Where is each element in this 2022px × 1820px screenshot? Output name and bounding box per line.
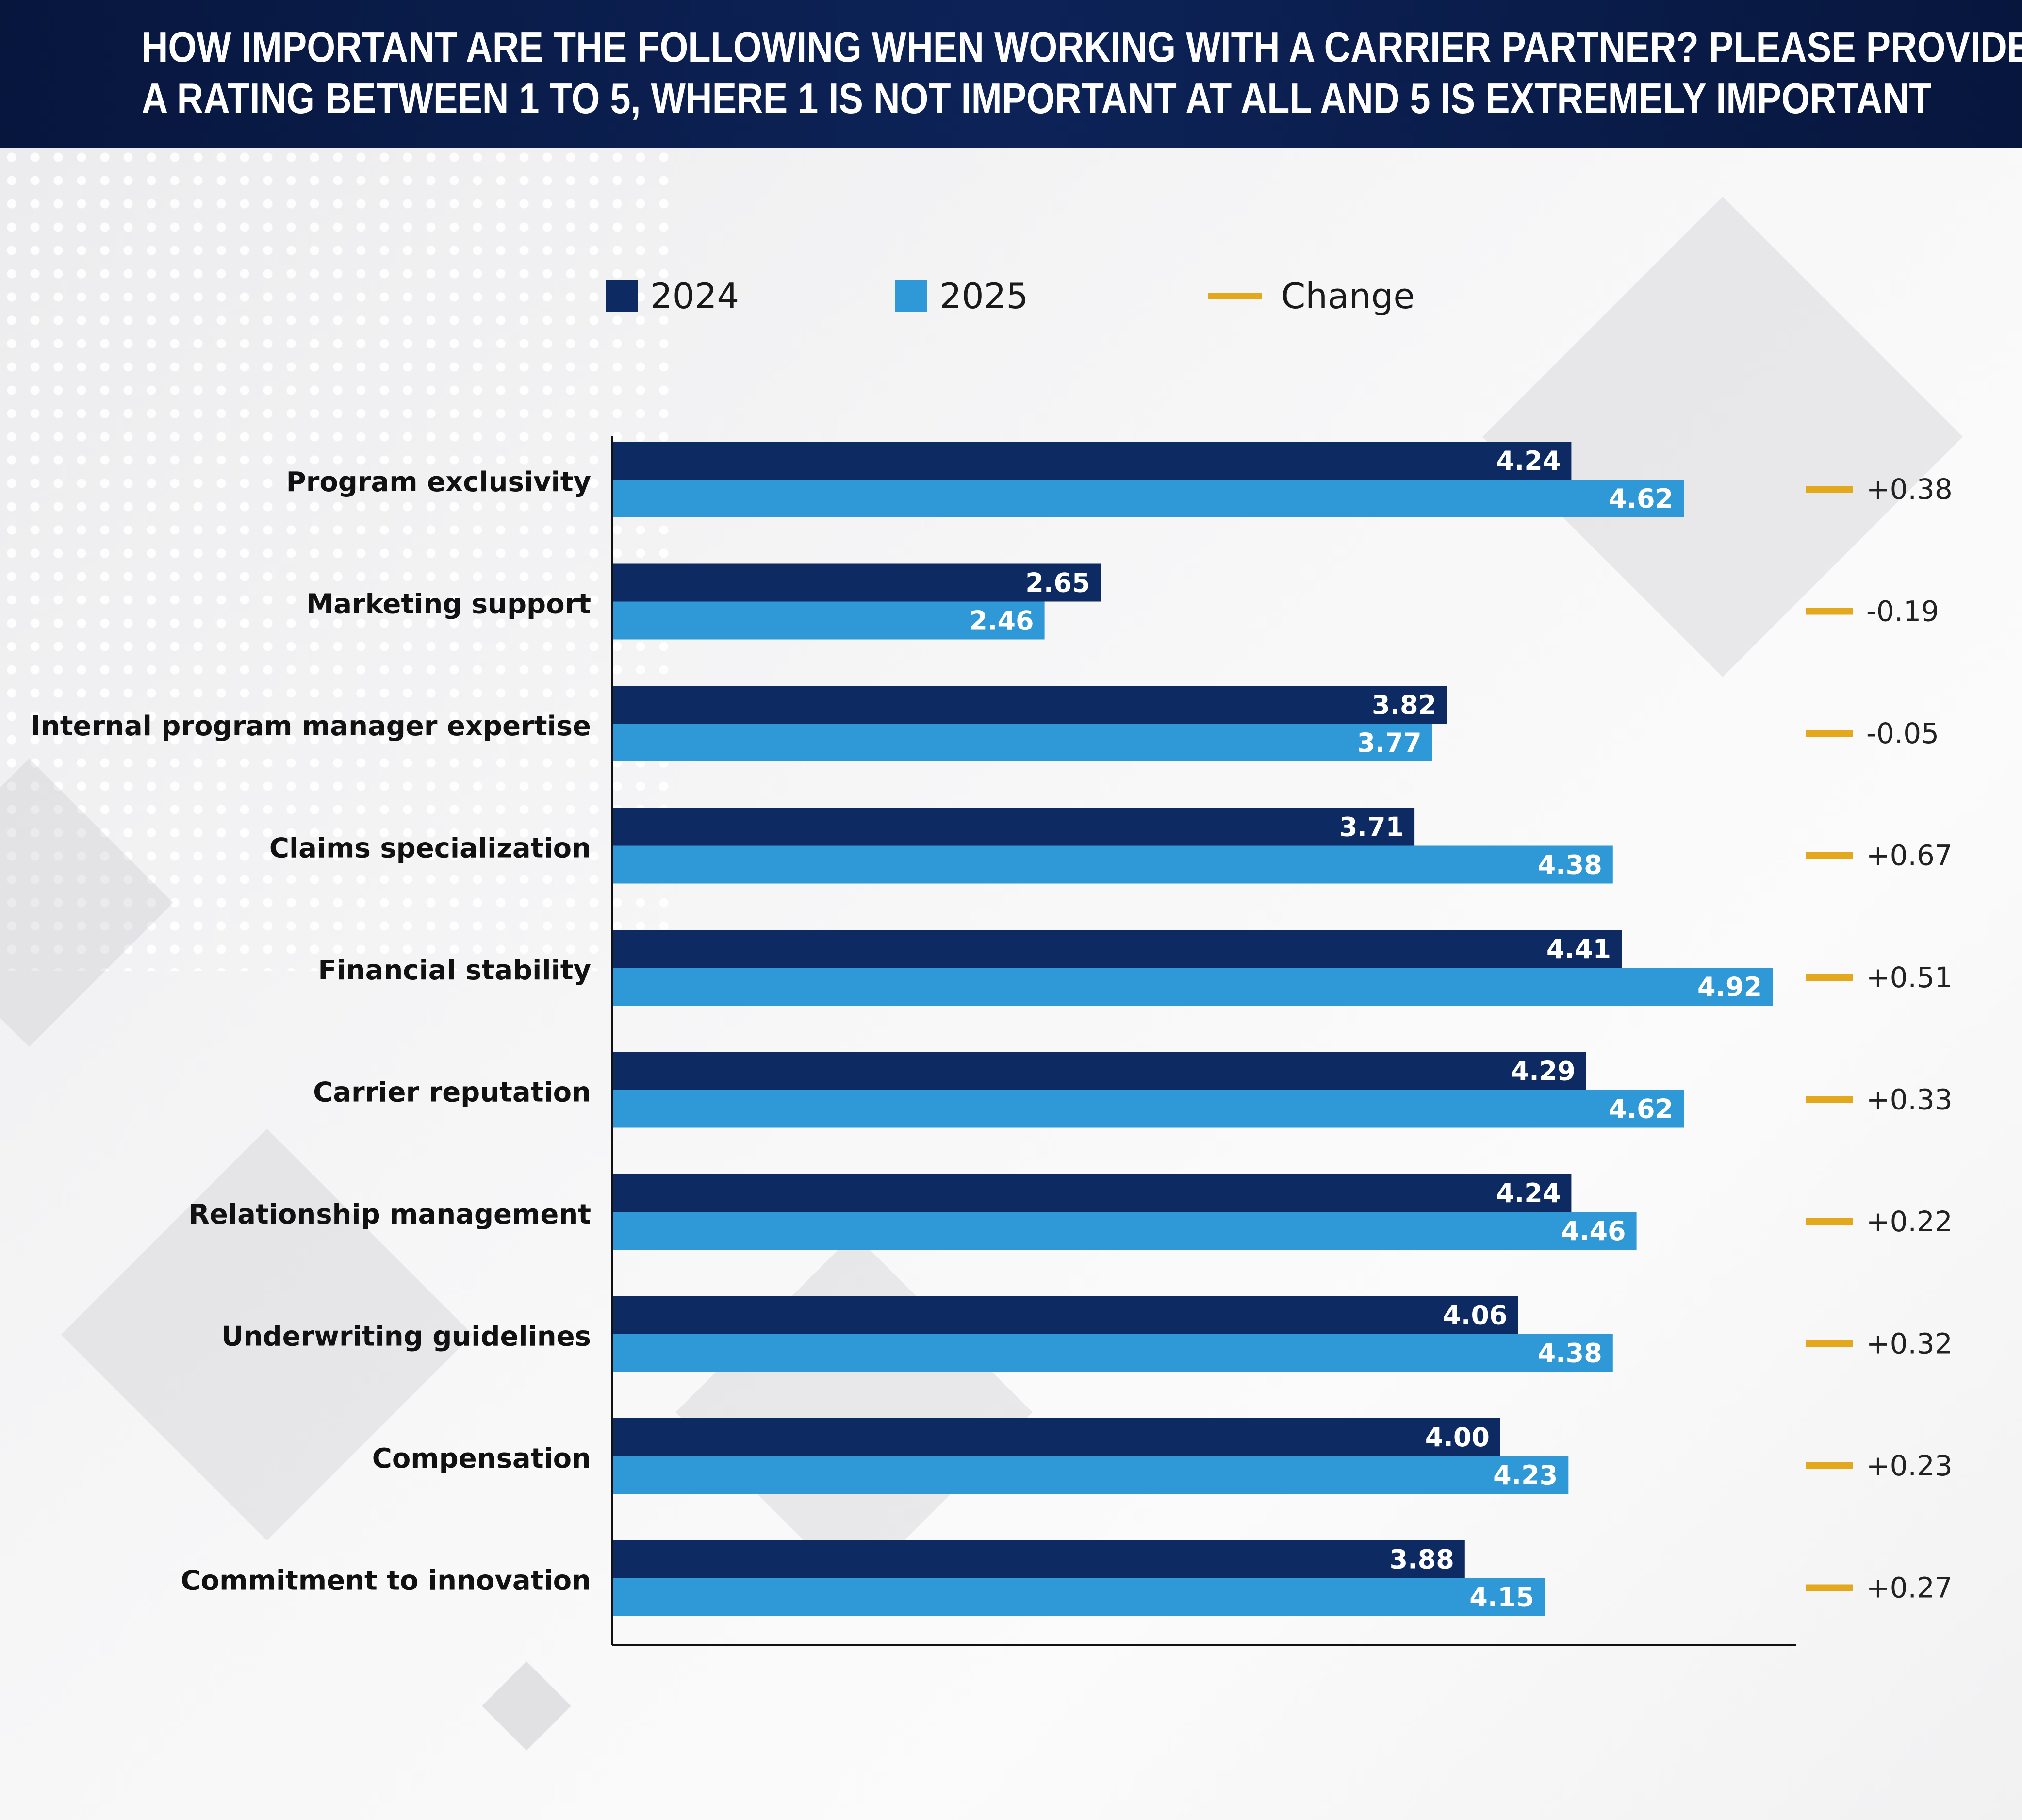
bar-2025	[612, 1334, 1613, 1372]
bar-2025	[612, 1578, 1545, 1616]
change-label: +0.38	[1866, 473, 1953, 506]
data-label-2024: 3.71	[1339, 812, 1404, 843]
data-label-2024: 4.41	[1546, 934, 1611, 964]
legend-dash-change	[1208, 293, 1262, 299]
legend-swatch-2024	[606, 280, 638, 312]
bar-2024	[612, 1418, 1500, 1456]
change-label: +0.67	[1866, 839, 1953, 872]
bar-2025	[612, 480, 1684, 517]
bar-2024	[612, 1296, 1518, 1334]
bar-2025	[612, 601, 1045, 640]
bar-2025	[612, 1456, 1569, 1494]
change-label: +0.23	[1866, 1449, 1953, 1482]
category-label: Commitment to innovation	[181, 1565, 591, 1597]
category-label: Marketing support	[307, 589, 592, 620]
data-label-2025: 4.62	[1609, 1094, 1673, 1125]
category-label: Financial stability	[318, 955, 591, 986]
chart-title-line-2: A RATING BETWEEN 1 TO 5, WHERE 1 IS NOT …	[141, 74, 1932, 122]
legend-label-2025: 2025	[939, 276, 1029, 316]
change-marker	[1806, 1462, 1853, 1469]
bar-2024	[612, 808, 1415, 846]
change-label: +0.33	[1866, 1083, 1953, 1116]
data-label-2024: 4.29	[1511, 1056, 1576, 1087]
legend-item-change: Change	[1208, 274, 1415, 318]
dot-pattern	[0, 146, 679, 971]
legend-label-change: Change	[1281, 276, 1415, 316]
bar-2025	[612, 1090, 1684, 1128]
bar-2025	[612, 724, 1432, 761]
category-label: Program exclusivity	[286, 466, 591, 498]
category-label: Underwriting guidelines	[221, 1321, 591, 1353]
category-label: Claims specialization	[269, 833, 591, 864]
bar-2025	[612, 1212, 1637, 1250]
data-label-2025: 2.46	[969, 606, 1034, 636]
change-marker	[1806, 730, 1853, 737]
data-label-2025: 4.62	[1609, 483, 1673, 514]
category-label: Relationship management	[189, 1199, 591, 1230]
data-label-2024: 4.24	[1496, 446, 1561, 476]
chart-title-line-1: HOW IMPORTANT ARE THE FOLLOWING WHEN WOR…	[141, 23, 2022, 71]
data-label-2024: 4.06	[1443, 1300, 1507, 1331]
change-marker	[1806, 486, 1853, 493]
change-marker	[1806, 1218, 1853, 1225]
data-label-2025: 3.77	[1357, 728, 1421, 758]
category-label: Carrier reputation	[313, 1077, 591, 1109]
change-label: -0.19	[1866, 595, 1939, 628]
change-marker	[1806, 608, 1853, 615]
bar-2025	[612, 968, 1773, 1006]
change-label: -0.05	[1866, 717, 1939, 750]
bar-2024	[612, 1174, 1572, 1212]
data-label-2024: 2.65	[1025, 568, 1090, 598]
data-label-2025: 4.23	[1493, 1460, 1558, 1490]
bar-2024	[612, 442, 1572, 480]
data-label-2025: 4.15	[1469, 1582, 1534, 1613]
change-marker	[1806, 1096, 1853, 1103]
change-label: +0.32	[1866, 1327, 1953, 1360]
category-label: Compensation	[372, 1443, 591, 1474]
data-label-2024: 3.88	[1390, 1544, 1454, 1575]
bar-2025	[612, 845, 1613, 884]
category-label: Internal program manager expertise	[31, 711, 591, 742]
bar-2024	[612, 1540, 1465, 1578]
data-label-2024: 4.00	[1425, 1422, 1490, 1453]
change-marker	[1806, 974, 1853, 981]
change-label: +0.27	[1866, 1572, 1953, 1605]
change-marker	[1806, 1584, 1853, 1591]
chart-title: HOW IMPORTANT ARE THE FOLLOWING WHEN WOR…	[0, 0, 2022, 148]
legend-swatch-2025	[895, 280, 927, 312]
bar-2024	[612, 686, 1447, 724]
data-label-2025: 4.92	[1697, 972, 1762, 1002]
data-label-2024: 4.24	[1496, 1178, 1561, 1208]
bar-2024	[612, 563, 1101, 602]
legend-label-2024: 2024	[650, 276, 740, 316]
legend-item-2025: 2025	[895, 274, 1028, 318]
bar-2024	[612, 930, 1622, 968]
change-marker	[1806, 852, 1853, 859]
change-label: +0.22	[1866, 1205, 1953, 1238]
data-label-2025: 4.46	[1561, 1216, 1626, 1246]
legend-item-2024: 2024	[606, 274, 739, 318]
data-label-2025: 4.38	[1538, 850, 1602, 880]
bar-2024	[612, 1052, 1586, 1090]
data-label-2025: 4.38	[1538, 1338, 1602, 1369]
data-label-2024: 3.82	[1372, 690, 1436, 720]
change-marker	[1806, 1340, 1853, 1347]
change-label: +0.51	[1866, 961, 1953, 994]
